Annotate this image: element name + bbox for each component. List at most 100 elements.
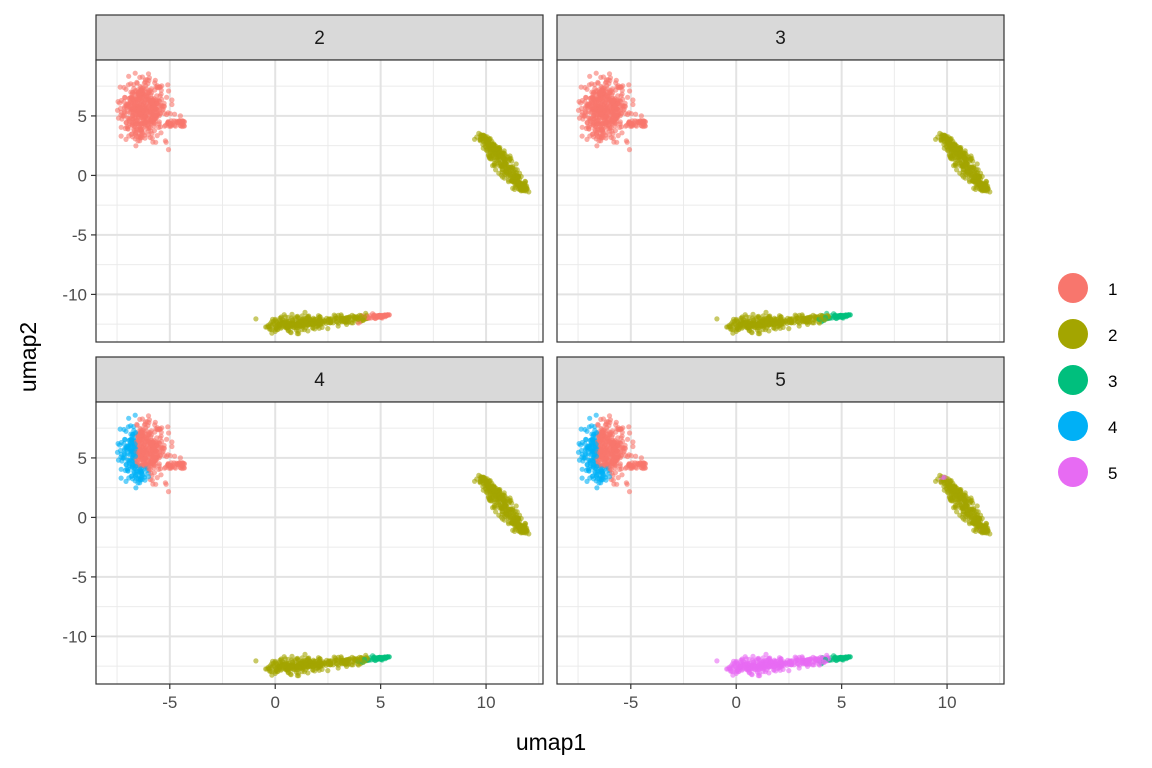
data-point bbox=[614, 426, 620, 432]
data-point bbox=[953, 496, 960, 502]
data-point bbox=[512, 184, 518, 190]
data-point bbox=[274, 320, 280, 326]
data-point bbox=[612, 446, 618, 452]
data-point bbox=[786, 326, 792, 332]
data-point bbox=[497, 487, 503, 493]
data-point bbox=[578, 447, 585, 454]
data-point bbox=[587, 104, 593, 110]
data-point bbox=[958, 163, 964, 169]
data-point bbox=[349, 654, 355, 661]
data-point bbox=[983, 179, 990, 185]
data-point bbox=[148, 110, 154, 116]
data-point bbox=[371, 312, 377, 318]
data-point bbox=[480, 483, 486, 489]
data-point bbox=[500, 155, 506, 161]
data-point bbox=[600, 74, 607, 80]
data-point bbox=[600, 134, 606, 141]
data-point bbox=[145, 132, 152, 138]
data-point bbox=[166, 88, 172, 94]
data-point bbox=[269, 327, 275, 333]
data-point bbox=[165, 147, 172, 153]
data-point bbox=[165, 489, 172, 495]
data-point bbox=[290, 659, 296, 665]
data-point bbox=[626, 489, 633, 495]
data-point bbox=[302, 325, 309, 331]
data-point bbox=[962, 505, 968, 511]
data-point bbox=[158, 472, 164, 478]
data-point bbox=[642, 465, 648, 471]
data-point bbox=[941, 483, 947, 489]
data-point bbox=[139, 476, 145, 483]
data-point bbox=[627, 430, 633, 436]
data-point bbox=[642, 460, 648, 467]
data-point bbox=[296, 331, 302, 337]
data-point bbox=[160, 106, 166, 112]
data-point bbox=[952, 162, 958, 168]
data-point bbox=[148, 99, 154, 106]
data-point bbox=[171, 118, 177, 124]
data-point bbox=[953, 154, 960, 160]
data-point bbox=[642, 123, 648, 129]
facet-strip-label: 2 bbox=[314, 28, 325, 49]
data-point bbox=[630, 97, 636, 103]
data-point bbox=[609, 452, 615, 458]
data-point bbox=[282, 656, 288, 662]
data-point bbox=[476, 472, 482, 478]
data-point bbox=[134, 421, 140, 427]
data-point bbox=[161, 442, 167, 448]
data-point bbox=[145, 71, 152, 77]
data-point bbox=[777, 325, 783, 331]
data-point bbox=[316, 325, 322, 331]
data-point bbox=[621, 448, 627, 454]
data-point bbox=[625, 453, 631, 460]
y-tick-label: 5 bbox=[78, 107, 87, 126]
data-point bbox=[610, 116, 616, 122]
data-point bbox=[141, 445, 147, 451]
data-point bbox=[602, 445, 608, 451]
data-point bbox=[730, 321, 737, 328]
data-point bbox=[128, 423, 134, 429]
data-point bbox=[933, 478, 939, 484]
data-point bbox=[335, 312, 341, 318]
data-point bbox=[617, 124, 623, 130]
data-point bbox=[302, 667, 309, 673]
data-point bbox=[937, 130, 943, 136]
data-point bbox=[579, 475, 585, 481]
data-point bbox=[497, 145, 503, 151]
data-point bbox=[966, 515, 972, 521]
data-point bbox=[630, 439, 636, 445]
data-point bbox=[584, 462, 590, 468]
data-point bbox=[796, 312, 802, 318]
data-point bbox=[954, 167, 960, 173]
data-point bbox=[614, 139, 620, 145]
data-point bbox=[751, 317, 757, 323]
x-tick-label: 5 bbox=[376, 693, 385, 712]
point-layer bbox=[575, 70, 993, 337]
data-point bbox=[606, 132, 613, 138]
facet-strip-label: 3 bbox=[775, 28, 786, 49]
data-point bbox=[610, 135, 616, 141]
data-point bbox=[169, 443, 175, 450]
data-point bbox=[971, 516, 978, 522]
data-point bbox=[131, 86, 137, 92]
data-point bbox=[620, 425, 626, 431]
data-point bbox=[576, 441, 582, 447]
data-point bbox=[477, 137, 483, 143]
data-point bbox=[139, 134, 145, 141]
data-point bbox=[941, 141, 947, 147]
data-point bbox=[594, 485, 600, 491]
data-point bbox=[599, 124, 605, 130]
data-point bbox=[590, 122, 596, 128]
data-point bbox=[122, 125, 128, 132]
data-point bbox=[159, 425, 165, 431]
data-point bbox=[123, 120, 129, 126]
data-point bbox=[335, 654, 341, 660]
data-point bbox=[131, 470, 138, 476]
data-point bbox=[593, 478, 599, 484]
data-point bbox=[284, 667, 290, 674]
data-point bbox=[164, 436, 170, 442]
data-point bbox=[579, 466, 585, 472]
data-point bbox=[128, 89, 134, 95]
